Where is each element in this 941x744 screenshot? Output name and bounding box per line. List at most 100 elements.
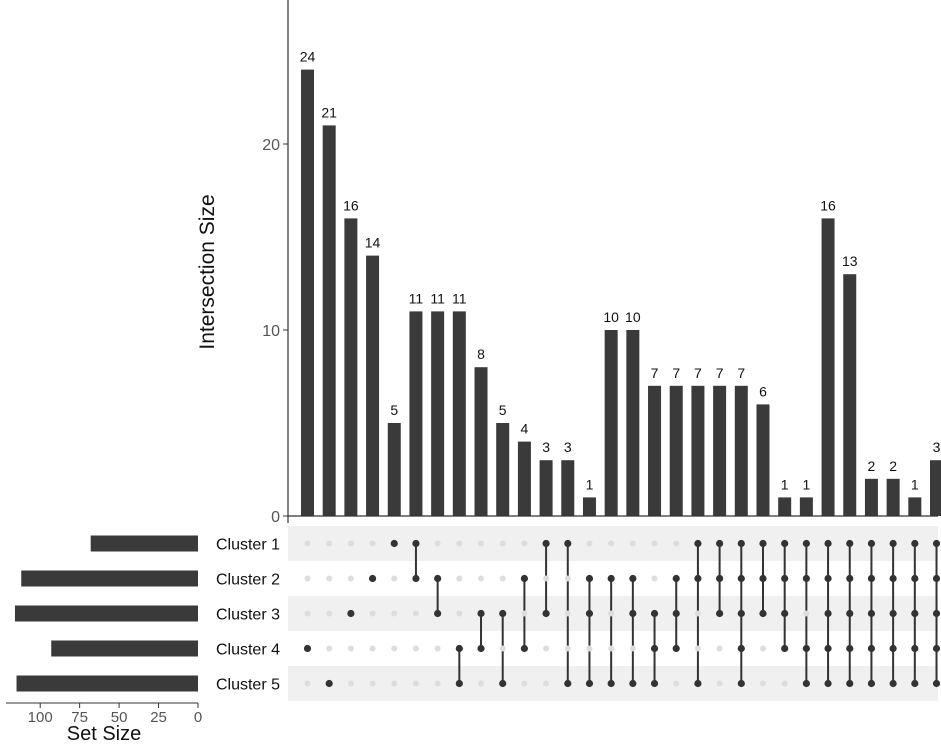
matrix-dot-active [802,539,810,548]
matrix-dot-inactive [781,680,788,687]
matrix-dot-inactive [629,645,636,652]
matrix-dot-inactive [673,540,680,547]
intersection-bar [930,460,941,516]
matrix-dot-active [694,574,702,583]
matrix-dot-inactive [304,575,311,582]
set-name-labels: Cluster 1 Cluster 2 Cluster 3 Cluster 4 Clus… [216,537,280,694]
intersection-bar [561,460,575,516]
matrix-dot-inactive [412,610,419,617]
matrix-dot-inactive [521,610,528,617]
matrix-dot-inactive [369,540,376,547]
matrix-dot-inactive [326,540,333,547]
matrix-dot-inactive [478,680,485,687]
set-name-label: Cluster 1 [216,537,280,554]
matrix-dot-active [759,609,767,618]
matrix-dot-inactive [456,540,463,547]
matrix-dot-inactive [326,645,333,652]
matrix-dot-inactive [608,645,615,652]
matrix-dot-inactive [651,540,658,547]
intersection-bar [539,460,553,516]
matrix-dot-inactive [608,610,615,617]
matrix-dot-active [520,574,529,583]
intersection-value-label: 7 [651,365,659,381]
intersection-value-label: 11 [409,290,424,306]
matrix-dot-inactive [759,645,766,652]
matrix-dot-active [542,539,550,548]
intersection-value-label: 3 [933,439,941,455]
intersection-bar [713,385,727,516]
y-tick-label: 0 [271,509,280,526]
matrix-dot-active [889,539,897,548]
matrix-dot-active [629,609,637,618]
intersection-value-label: 13 [842,253,858,269]
matrix-dot-inactive [326,575,333,582]
matrix-dot-active [390,539,398,548]
matrix-dot-inactive [391,680,398,687]
intersection-value-label: 1 [586,476,594,492]
matrix-dot-active [759,574,767,583]
matrix-dot-inactive [586,540,593,547]
intersection-bar [344,218,358,516]
matrix-dot-inactive [304,680,311,687]
matrix-dot-active [781,574,789,583]
matrix-dot-active [585,609,594,618]
matrix-dot-active [846,679,854,688]
matrix-dot-inactive [673,680,680,687]
matrix-dot-inactive [456,610,463,617]
matrix-dot-active [716,609,724,618]
matrix-dot-active [802,679,810,688]
matrix-dot-active [932,679,941,688]
matrix-dot-active [585,679,594,688]
set-size-tick-label: 75 [71,709,88,726]
intersection-value-label: 1 [802,476,810,492]
matrix-dot-active [932,539,941,548]
matrix-dot-active [911,679,919,688]
matrix-dot-active [911,539,919,548]
matrix-dot-inactive [412,645,419,652]
matrix-dot-inactive [543,645,550,652]
y-tick-label: 20 [262,137,280,154]
set-size-tick-label: 0 [194,709,202,726]
set-size-ticks: 100 75 50 25 0 [28,703,202,726]
matrix-dot-active [911,609,919,618]
set-size-tick-label: 25 [150,709,167,726]
matrix-dot-inactive [716,645,723,652]
intersection-bar [301,69,314,516]
matrix-dot-inactive [347,645,354,652]
matrix-dot-active [846,609,854,618]
matrix-dot-active [672,574,680,583]
matrix-dot-active [737,609,745,618]
matrix-dot-inactive [499,540,506,547]
matrix-dot-active [781,644,789,653]
intersection-bar [322,125,336,517]
matrix-dot-active [737,574,745,583]
matrix-dot-inactive [716,680,723,687]
matrix-dot-active [867,539,876,548]
matrix-dot-inactive [694,645,701,652]
intersection-value-label: 16 [820,197,836,213]
matrix-dot-active [911,574,919,583]
matrix-dot-active [607,679,615,688]
set-size-bar [14,605,199,622]
matrix-dot-inactive [434,645,441,652]
matrix-dot-active [412,574,420,583]
matrix-dot-active [846,574,854,583]
matrix-dot-active [889,644,897,653]
matrix-dot-inactive [347,540,354,547]
intersection-bar [604,330,618,516]
intersection-value-label: 2 [889,458,897,474]
set-size-bars [14,535,199,692]
intersection-bar [908,497,922,516]
matrix-dot-inactive [369,610,376,617]
matrix-dot-active [347,609,355,618]
intersection-value-label: 5 [499,402,507,418]
set-name-label: Cluster 4 [216,642,280,659]
intersection-value-label: 1 [911,476,919,492]
intersection-value-label: 21 [321,104,337,120]
intersection-value-label: 1 [781,476,789,492]
intersection-value-label: 7 [672,365,680,381]
matrix-dot-active [325,679,333,688]
matrix-dot-active [520,644,529,653]
